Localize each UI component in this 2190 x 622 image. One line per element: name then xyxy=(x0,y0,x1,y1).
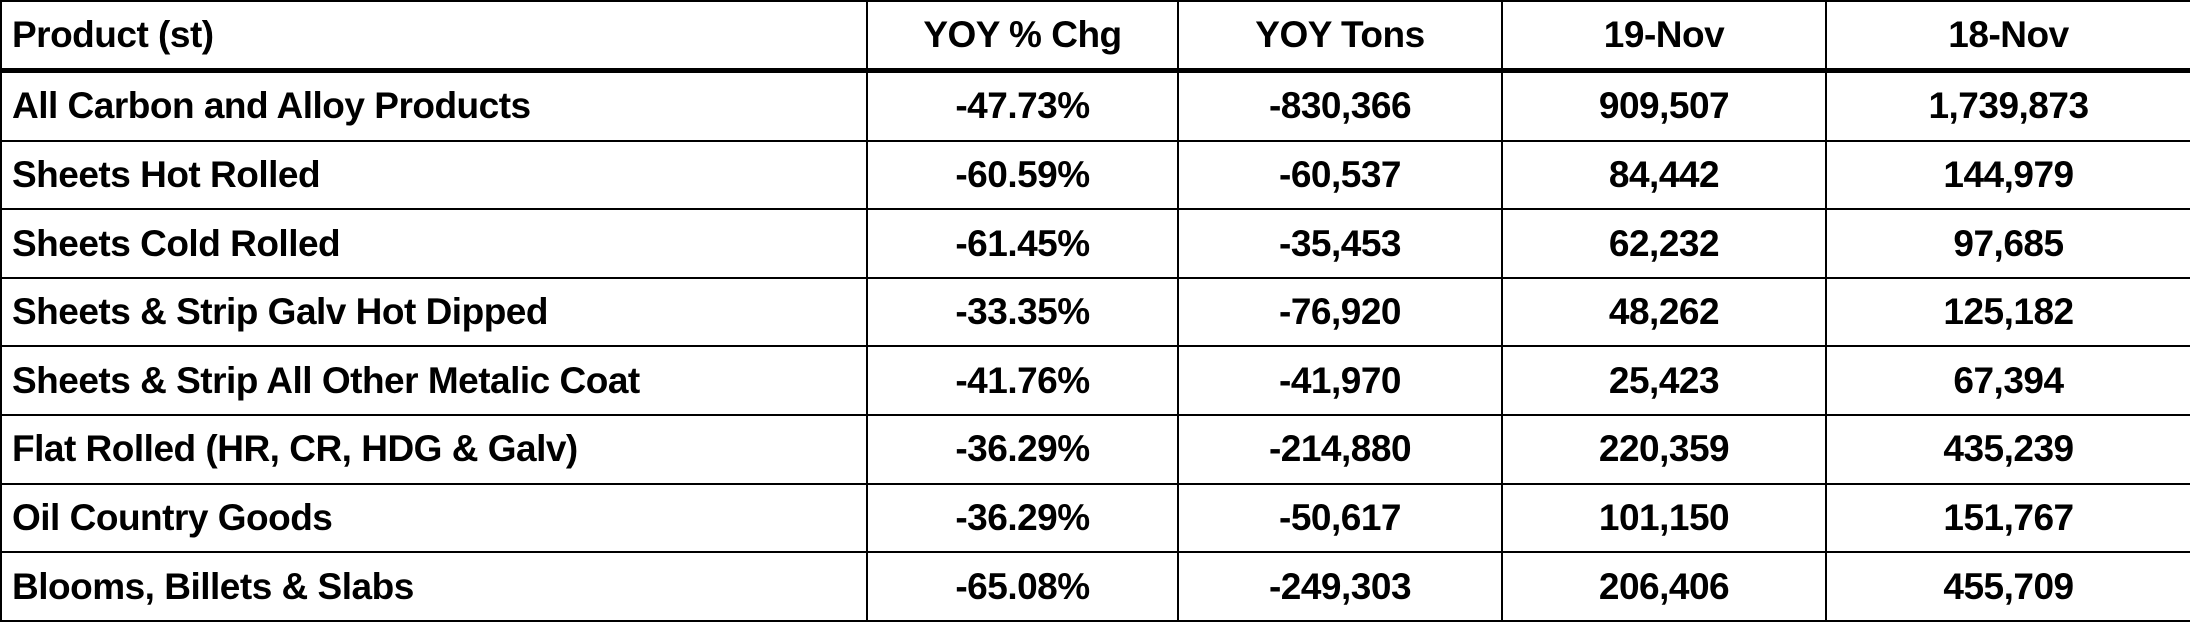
value-cell: 909,507 xyxy=(1501,69,1827,142)
product-cell: Sheets & Strip All Other Metalic Coat xyxy=(0,345,868,417)
table-row: Sheets & Strip All Other Metalic Coat -41… xyxy=(0,345,2190,417)
header-row: Product (st) YOY % Chg YOY Tons 19-Nov 18-No… xyxy=(0,0,2190,73)
product-cell: Sheets & Strip Galv Hot Dipped xyxy=(0,276,868,348)
value-cell: -830,366 xyxy=(1177,69,1503,142)
table-row: Sheets & Strip Galv Hot Dipped -33.35% -76… xyxy=(0,276,2190,348)
value-cell: 84,442 xyxy=(1501,139,1827,211)
value-cell: 144,979 xyxy=(1825,139,2190,211)
value-cell: -65.08% xyxy=(866,551,1179,622)
header-cell: YOY % Chg xyxy=(866,0,1179,73)
table-body: All Carbon and Alloy Products -47.73% -830… xyxy=(0,69,2190,622)
value-cell: -41,970 xyxy=(1177,345,1503,417)
value-cell: 67,394 xyxy=(1825,345,2190,417)
value-cell: 151,767 xyxy=(1825,482,2190,554)
product-cell: Sheets Cold Rolled xyxy=(0,208,868,279)
table-row: Blooms, Billets & Slabs -65.08% -249,303 20… xyxy=(0,551,2190,622)
value-cell: 206,406 xyxy=(1501,551,1827,622)
value-cell: 25,423 xyxy=(1501,345,1827,417)
value-cell: 97,685 xyxy=(1825,208,2190,279)
value-cell: -214,880 xyxy=(1177,414,1503,485)
value-cell: 125,182 xyxy=(1825,276,2190,348)
value-cell: -35,453 xyxy=(1177,208,1503,279)
header-cell: YOY Tons xyxy=(1177,0,1503,73)
value-cell: -36.29% xyxy=(866,482,1179,554)
value-cell: 1,739,873 xyxy=(1825,69,2190,142)
value-cell: 455,709 xyxy=(1825,551,2190,622)
product-cell: All Carbon and Alloy Products xyxy=(0,69,868,142)
value-cell: -41.76% xyxy=(866,345,1179,417)
value-cell: 220,359 xyxy=(1501,414,1827,485)
header-cell: 19-Nov xyxy=(1501,0,1827,73)
product-cell: Sheets Hot Rolled xyxy=(0,139,868,211)
value-cell: 48,262 xyxy=(1501,276,1827,348)
table-row: Oil Country Goods -36.29% -50,617 101,150 15… xyxy=(0,482,2190,554)
table-row: Sheets Cold Rolled -61.45% -35,453 62,232 97… xyxy=(0,208,2190,279)
value-cell: 62,232 xyxy=(1501,208,1827,279)
value-cell: -61.45% xyxy=(866,208,1179,279)
value-cell: -60.59% xyxy=(866,139,1179,211)
header-cell: 18-Nov xyxy=(1825,0,2190,73)
value-cell: -76,920 xyxy=(1177,276,1503,348)
value-cell: -50,617 xyxy=(1177,482,1503,554)
value-cell: -47.73% xyxy=(866,69,1179,142)
table-row: Flat Rolled (HR, CR, HDG & Galv) -36.29% -… xyxy=(0,414,2190,485)
value-cell: 435,239 xyxy=(1825,414,2190,485)
header-cell: Product (st) xyxy=(0,0,868,73)
product-cell: Blooms, Billets & Slabs xyxy=(0,551,868,622)
value-cell: 101,150 xyxy=(1501,482,1827,554)
value-cell: -36.29% xyxy=(866,414,1179,485)
value-cell: -60,537 xyxy=(1177,139,1503,211)
table-row: Sheets Hot Rolled -60.59% -60,537 84,442 144… xyxy=(0,139,2190,211)
value-cell: -249,303 xyxy=(1177,551,1503,622)
product-cell: Flat Rolled (HR, CR, HDG & Galv) xyxy=(0,414,868,485)
product-cell: Oil Country Goods xyxy=(0,482,868,554)
value-cell: -33.35% xyxy=(866,276,1179,348)
table-row: All Carbon and Alloy Products -47.73% -830… xyxy=(0,69,2190,142)
